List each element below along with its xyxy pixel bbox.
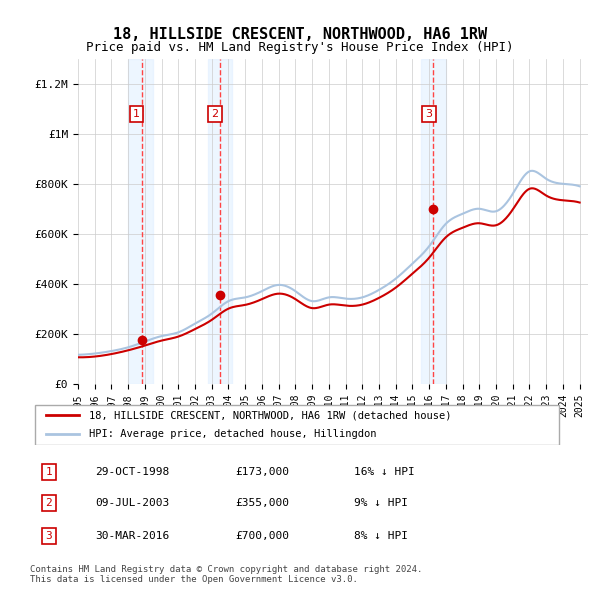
Text: 8% ↓ HPI: 8% ↓ HPI [354,531,408,541]
Text: 29-OCT-1998: 29-OCT-1998 [95,467,169,477]
Text: 30-MAR-2016: 30-MAR-2016 [95,531,169,541]
Text: 9% ↓ HPI: 9% ↓ HPI [354,498,408,508]
Text: 09-JUL-2003: 09-JUL-2003 [95,498,169,508]
Text: 3: 3 [425,109,433,119]
Text: £173,000: £173,000 [235,467,289,477]
Text: Contains HM Land Registry data © Crown copyright and database right 2024.
This d: Contains HM Land Registry data © Crown c… [30,565,422,584]
Text: 18, HILLSIDE CRESCENT, NORTHWOOD, HA6 1RW: 18, HILLSIDE CRESCENT, NORTHWOOD, HA6 1R… [113,27,487,41]
Bar [421,59,446,384]
Text: 16% ↓ HPI: 16% ↓ HPI [354,467,415,477]
Text: 2: 2 [212,109,218,119]
FancyBboxPatch shape [35,405,559,445]
Text: £355,000: £355,000 [235,498,289,508]
Text: 1: 1 [133,109,140,119]
Text: HPI: Average price, detached house, Hillingdon: HPI: Average price, detached house, Hill… [89,430,377,440]
Text: 18, HILLSIDE CRESCENT, NORTHWOOD, HA6 1RW (detached house): 18, HILLSIDE CRESCENT, NORTHWOOD, HA6 1R… [89,410,452,420]
Text: £700,000: £700,000 [235,531,289,541]
Text: Price paid vs. HM Land Registry's House Price Index (HPI): Price paid vs. HM Land Registry's House … [86,41,514,54]
Text: 1: 1 [46,467,52,477]
Bar [128,59,153,384]
Text: 2: 2 [46,498,52,508]
Bar [208,59,232,384]
Text: 3: 3 [46,531,52,541]
